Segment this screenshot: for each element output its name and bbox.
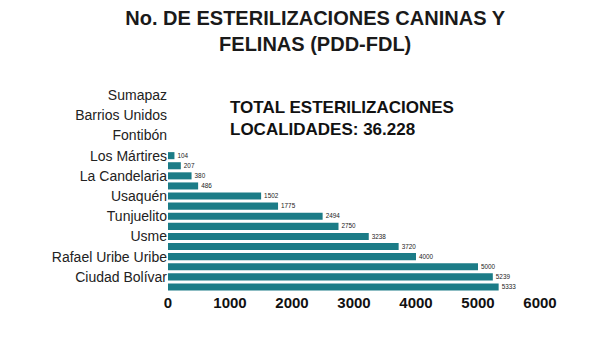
svg-text:0: 0 bbox=[164, 294, 172, 311]
svg-text:380: 380 bbox=[195, 172, 206, 179]
svg-text:Barrios Unidos: Barrios Unidos bbox=[75, 107, 167, 123]
svg-text:3720: 3720 bbox=[402, 243, 417, 250]
svg-text:Fontibón: Fontibón bbox=[113, 127, 167, 143]
svg-text:Usme: Usme bbox=[130, 228, 167, 244]
svg-text:5239: 5239 bbox=[496, 273, 511, 280]
svg-text:1502: 1502 bbox=[264, 192, 279, 199]
svg-text:TOTAL ESTERILIZACIONESLOCALIDA: TOTAL ESTERILIZACIONESLOCALIDADES: 36.22… bbox=[230, 98, 454, 139]
svg-text:6000: 6000 bbox=[523, 294, 556, 311]
svg-text:2000: 2000 bbox=[275, 294, 308, 311]
svg-text:5333: 5333 bbox=[502, 283, 517, 290]
svg-text:Sumapaz: Sumapaz bbox=[108, 87, 167, 103]
svg-text:207: 207 bbox=[184, 162, 195, 169]
svg-text:Usaquén: Usaquén bbox=[111, 188, 167, 204]
svg-text:Los Mártires: Los Mártires bbox=[90, 148, 167, 164]
svg-text:1775: 1775 bbox=[281, 202, 296, 209]
svg-text:5000: 5000 bbox=[461, 294, 494, 311]
svg-text:Ciudad Bolívar: Ciudad Bolívar bbox=[75, 269, 167, 285]
svg-text:2750: 2750 bbox=[342, 222, 357, 229]
svg-text:2494: 2494 bbox=[326, 212, 341, 219]
svg-text:5000: 5000 bbox=[481, 263, 496, 270]
svg-text:4000: 4000 bbox=[399, 294, 432, 311]
svg-text:4000: 4000 bbox=[419, 253, 434, 260]
svg-text:486: 486 bbox=[201, 182, 212, 189]
svg-text:No. DE ESTERILIZACIONES CANINA: No. DE ESTERILIZACIONES CANINAS YFELINAS… bbox=[125, 7, 505, 55]
svg-text:La Candelaria: La Candelaria bbox=[80, 168, 167, 184]
svg-text:Rafael Uribe Uribe: Rafael Uribe Uribe bbox=[52, 249, 167, 265]
svg-text:1000: 1000 bbox=[213, 294, 246, 311]
svg-text:Tunjuelito: Tunjuelito bbox=[107, 208, 167, 224]
svg-text:104: 104 bbox=[177, 152, 188, 159]
svg-text:3000: 3000 bbox=[337, 294, 370, 311]
svg-text:3238: 3238 bbox=[372, 233, 387, 240]
